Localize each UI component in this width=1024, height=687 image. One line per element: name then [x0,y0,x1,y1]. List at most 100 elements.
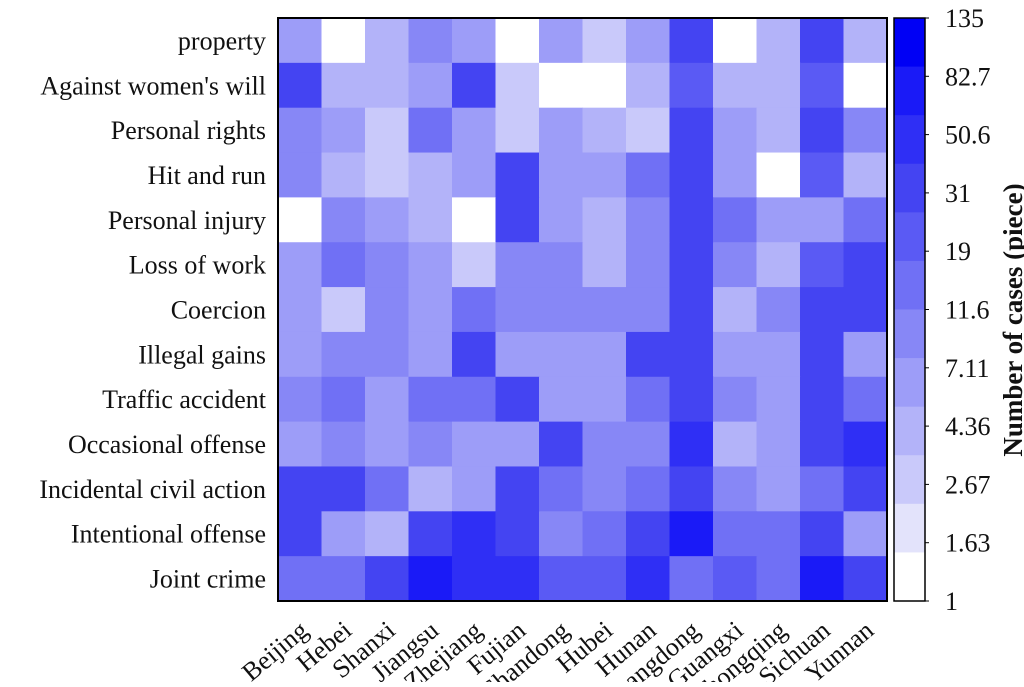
heatmap-cell [539,152,584,198]
heatmap-cell [800,466,845,512]
heatmap-cell [452,62,497,109]
heatmap-cell [539,376,584,423]
heatmap-cell [626,556,671,602]
heatmap-cell [582,376,627,423]
colorbar-segment [894,406,925,456]
heatmap-cell [756,287,801,333]
heatmap-cell [843,331,888,378]
heatmap-cell [713,376,758,423]
heatmap-cell [495,62,540,109]
heatmap-cell [800,421,845,468]
y-tick-label: Personal injury [108,206,266,235]
heatmap-cell [713,107,758,154]
heatmap-cell [626,197,671,243]
heatmap-cell [843,62,888,109]
heatmap-cell [756,18,801,64]
colorbar-tick-label: 82.7 [945,62,991,91]
heatmap-cell [408,197,453,243]
heatmap-cell [669,287,714,333]
heatmap-cell [713,556,758,602]
heatmap-cell [495,466,540,512]
colorbar-tick-label: 31 [945,179,971,208]
heatmap-cell [756,466,801,512]
colorbar-label: Number of cases (piece) [998,183,1024,456]
heatmap-cell [539,331,584,378]
heatmap-cell [452,331,497,378]
heatmap-cell [539,18,584,64]
heatmap-cell [321,62,366,109]
heatmap-cell [278,466,323,512]
heatmap-cell [843,197,888,243]
heatmap-cell [408,62,453,109]
y-tick-label: Incidental civil action [39,475,266,504]
heatmap-cell [278,421,323,468]
heatmap-cell [843,152,888,198]
heatmap-cell [278,556,323,602]
heatmap-cell [582,331,627,378]
colorbar-segment [894,163,925,213]
heatmap-cell [843,511,888,557]
heatmap-cell [713,197,758,243]
heatmap-cell [582,466,627,512]
heatmap-cell [800,511,845,557]
heatmap-cell [800,197,845,243]
heatmap-cell [756,376,801,423]
heatmap-cell [408,466,453,512]
heatmap-cell [756,62,801,109]
heatmap-cell [321,466,366,512]
colorbar-segment [894,212,925,262]
heatmap-cell [626,242,671,288]
heatmap-cell [843,376,888,423]
heatmap-cell [408,331,453,378]
heatmap-cell [539,511,584,557]
colorbar-segment [894,552,925,602]
heatmap-cell [278,376,323,423]
heatmap-cell [582,556,627,602]
heatmap-cell [843,287,888,333]
heatmap-cell [452,511,497,557]
heatmap-cell [321,152,366,198]
heatmap-cell [669,242,714,288]
colorbar-segment [894,358,925,408]
heatmap-cell [582,242,627,288]
heatmap-cell [800,331,845,378]
heatmap-cell [365,152,410,198]
heatmap-cell [452,287,497,333]
heatmap-cell [843,242,888,288]
y-tick-label: property [178,26,266,55]
heatmap-cell [843,107,888,154]
heatmap-cells [278,18,888,602]
heatmap-cell [626,18,671,64]
heatmap-cell [669,376,714,423]
heatmap-cell [495,511,540,557]
colorbar-segment [894,503,925,554]
colorbar-segment [894,66,925,116]
heatmap-cell [278,331,323,378]
y-tick-label: Hit and run [148,161,266,190]
y-tick-label: Against women's will [40,71,266,100]
heatmap-cell [365,62,410,109]
plot-frame [277,17,888,602]
heatmap-cell [452,197,497,243]
colorbar-segment [894,260,925,311]
heatmap-cell [626,421,671,468]
heatmap-cell [408,376,453,423]
colorbar-segment [894,455,925,505]
heatmap-cell [756,107,801,154]
heatmap-cell [278,62,323,109]
heatmap-cell [495,287,540,333]
heatmap-cell [626,107,671,154]
heatmap-cell [321,287,366,333]
heatmap-cell [321,331,366,378]
heatmap-cell [669,331,714,378]
heatmap-cell [713,421,758,468]
heatmap-cell [365,107,410,154]
heatmap-cell [321,197,366,243]
heatmap-cell [713,466,758,512]
heatmap-cell [495,556,540,602]
colorbar-tick-label: 1 [945,587,958,616]
heatmap-cell [669,152,714,198]
heatmap-cell [321,376,366,423]
